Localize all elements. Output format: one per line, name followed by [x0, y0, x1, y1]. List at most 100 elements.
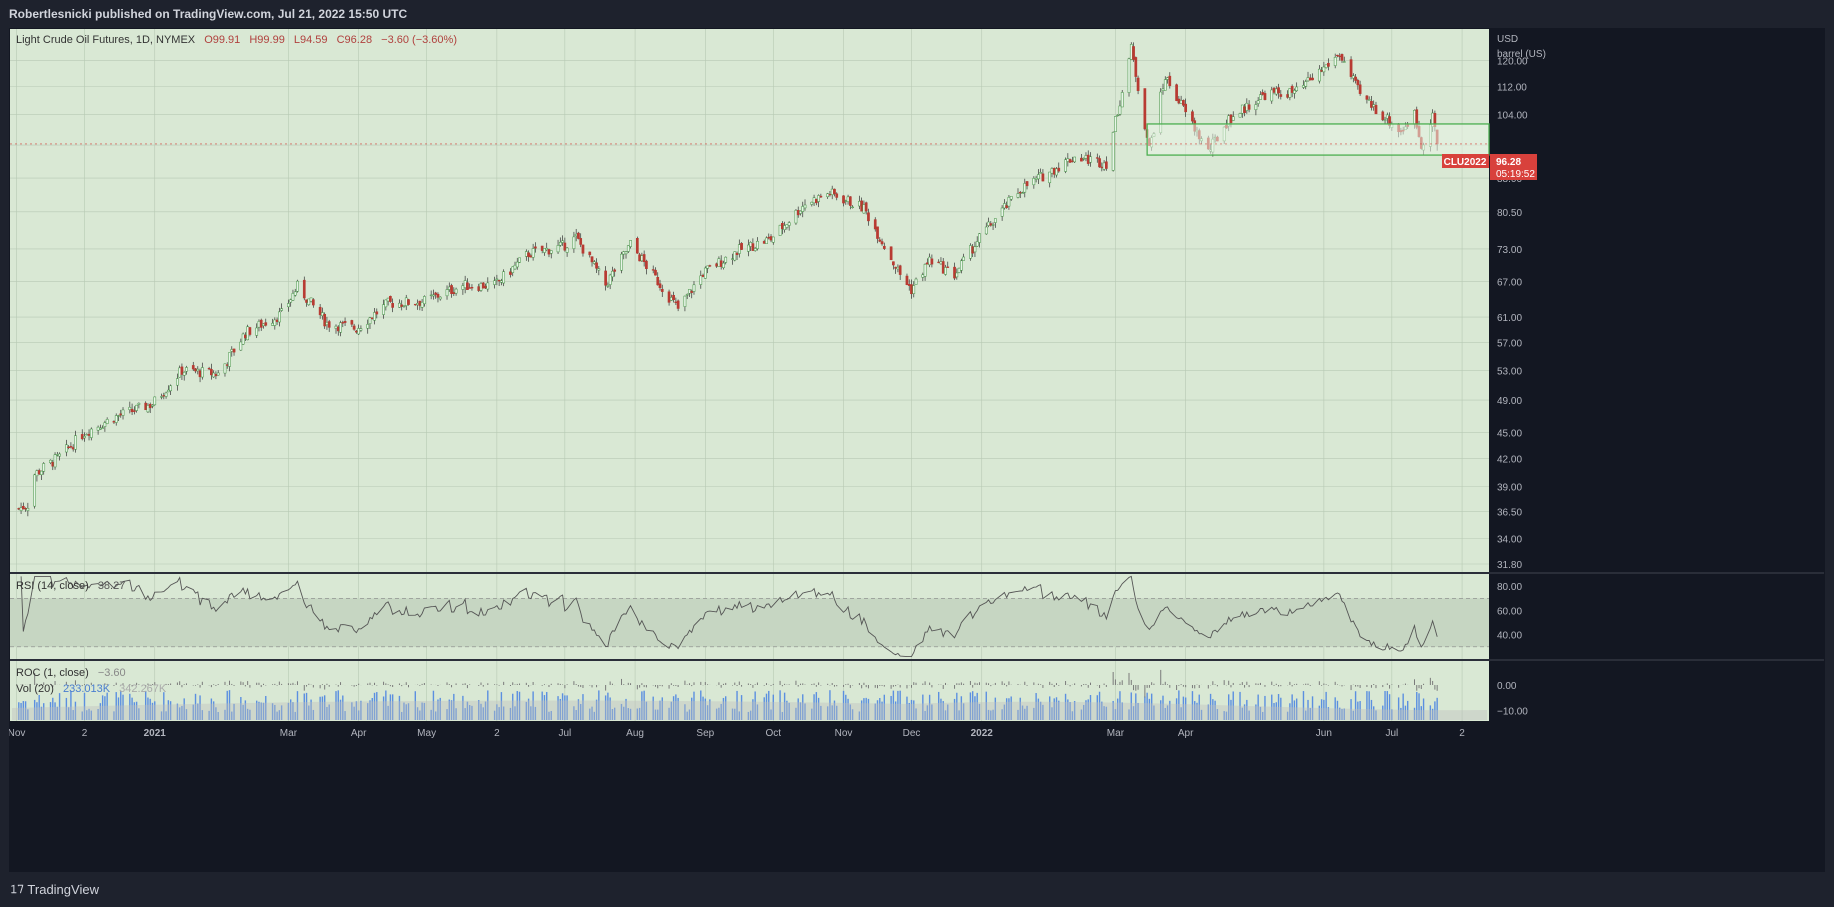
candle-body [1129, 44, 1133, 60]
candle-body [99, 427, 102, 430]
candle-body [1279, 94, 1283, 97]
price-tick-label: 80.50 [1497, 208, 1522, 219]
candle-body [429, 294, 433, 297]
price-tick-label: 39.00 [1497, 483, 1522, 494]
candle-body [207, 367, 211, 370]
candle-body [756, 241, 759, 249]
candle-body [309, 297, 313, 302]
candle-body [327, 321, 331, 328]
candle-body [1256, 100, 1260, 104]
price-tick-label: 53.00 [1497, 366, 1522, 377]
candle-body [1102, 162, 1106, 170]
candle-body [529, 255, 533, 258]
candle-body [1007, 197, 1011, 207]
candle-body [953, 266, 956, 279]
candle-body [418, 300, 422, 306]
candle-body [889, 246, 893, 261]
candle-body [830, 188, 834, 195]
candle-body [1245, 102, 1249, 111]
candle-body [1068, 159, 1072, 163]
candle-body [638, 254, 641, 262]
candle-body [882, 245, 886, 249]
candle-body [402, 305, 406, 307]
candle-body [87, 433, 91, 436]
rsi-band [10, 597, 1489, 648]
candle-body [1277, 87, 1280, 94]
candle-body [1243, 106, 1246, 113]
price-tick-label: 73.00 [1497, 245, 1522, 256]
price-tick-label: 36.50 [1497, 508, 1522, 519]
candle-body [1177, 98, 1181, 104]
chart-frame: 120.00112.00104.0088.0080.5073.0067.0061… [9, 28, 1825, 872]
candle-body [814, 199, 818, 204]
candle-body [1304, 81, 1308, 87]
candle-body [1320, 70, 1323, 72]
time-tick-label: 2021 [144, 728, 167, 739]
candle-body [1374, 104, 1378, 115]
candle-body [604, 270, 607, 286]
candle-body [1322, 66, 1326, 73]
candle-body [930, 258, 934, 265]
candle-body [162, 395, 166, 397]
candle-body [962, 256, 965, 261]
candle-body [1367, 99, 1371, 101]
candle-body [305, 299, 308, 303]
high-value: H99.99 [249, 34, 284, 46]
candle-body [246, 326, 249, 341]
candle-body [1084, 155, 1088, 159]
rsi-line [20, 575, 1438, 658]
candle-body [257, 321, 261, 328]
candle-body [325, 322, 329, 326]
time-tick-label: Nov [9, 728, 25, 739]
candle-body [1143, 88, 1147, 130]
candle-body [1118, 105, 1122, 115]
candle-body [398, 302, 401, 308]
candle-body [407, 299, 410, 305]
candle-body [1066, 158, 1070, 162]
candle-body [1327, 62, 1330, 67]
candle-body [230, 349, 234, 352]
candle-body [53, 454, 57, 468]
candle-body [685, 294, 689, 296]
time-tick-label: 2 [82, 728, 88, 739]
candle-body [928, 256, 931, 266]
brand[interactable]: 𝟷𝟽 TradingView [10, 882, 99, 897]
vol-value-1: 233.013K [63, 683, 111, 695]
candle-body [513, 264, 517, 270]
candle-body [391, 303, 394, 308]
candle-body [133, 410, 136, 412]
candle-body [58, 453, 61, 457]
time-tick-label: Mar [280, 728, 298, 739]
candle-body [1349, 59, 1353, 77]
chart-svg[interactable]: 120.00112.00104.0088.0080.5073.0067.0061… [9, 28, 1825, 872]
candle-body [767, 237, 771, 239]
candle-body [350, 320, 354, 325]
candle-body [987, 221, 990, 226]
candle-body [826, 193, 830, 198]
candle-body [1231, 116, 1235, 121]
candle-body [642, 254, 646, 263]
candle-body [753, 248, 757, 251]
candle-body [191, 365, 195, 370]
candle-body [984, 226, 988, 235]
candle-body [905, 275, 909, 285]
candle-body [1191, 111, 1194, 122]
candle-body [450, 285, 453, 294]
candle-body [447, 286, 451, 290]
price-tick-label: 42.00 [1497, 455, 1522, 466]
candle-body [278, 311, 281, 323]
candle-body [67, 446, 70, 449]
candle-body [1270, 89, 1274, 102]
candle-body [611, 270, 614, 278]
candle-body [1039, 172, 1042, 174]
candle-body [24, 508, 27, 510]
candle-body [876, 226, 879, 239]
candle-body [1098, 158, 1101, 168]
candle-body [796, 210, 800, 216]
candle-body [416, 303, 419, 306]
time-tick-label: Jul [558, 728, 571, 739]
candle-body [343, 321, 347, 323]
candle-body [880, 241, 884, 245]
candle-body [799, 210, 802, 214]
candle-body [787, 222, 791, 226]
